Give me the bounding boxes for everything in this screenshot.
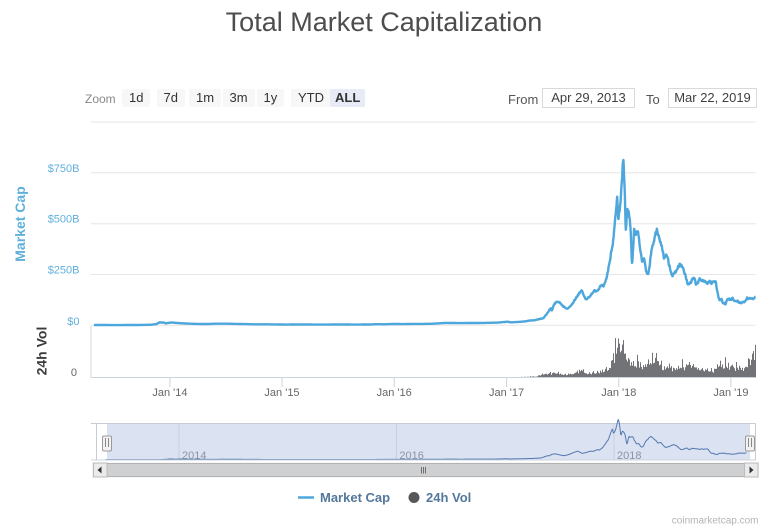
- svg-text:$750B: $750B: [48, 163, 80, 175]
- svg-text:Jan '17: Jan '17: [489, 387, 524, 399]
- svg-text:$250B: $250B: [48, 265, 80, 277]
- svg-text:Jan '19: Jan '19: [713, 387, 748, 399]
- svg-text:Jan '18: Jan '18: [601, 387, 636, 399]
- svg-text:0: 0: [71, 367, 77, 379]
- svg-text:Jan '16: Jan '16: [377, 387, 412, 399]
- svg-text:24h Vol: 24h Vol: [34, 327, 50, 376]
- svg-text:Jan '14: Jan '14: [152, 387, 187, 399]
- svg-text:24h Vol: 24h Vol: [426, 490, 471, 505]
- svg-text:Market Cap: Market Cap: [320, 490, 390, 505]
- svg-text:2018: 2018: [617, 450, 641, 462]
- svg-text:$0: $0: [67, 316, 79, 328]
- svg-text:Market Cap: Market Cap: [12, 186, 28, 261]
- svg-text:coinmarketcap.com: coinmarketcap.com: [672, 516, 759, 527]
- svg-text:$500B: $500B: [48, 214, 80, 226]
- svg-text:Jan '15: Jan '15: [264, 387, 299, 399]
